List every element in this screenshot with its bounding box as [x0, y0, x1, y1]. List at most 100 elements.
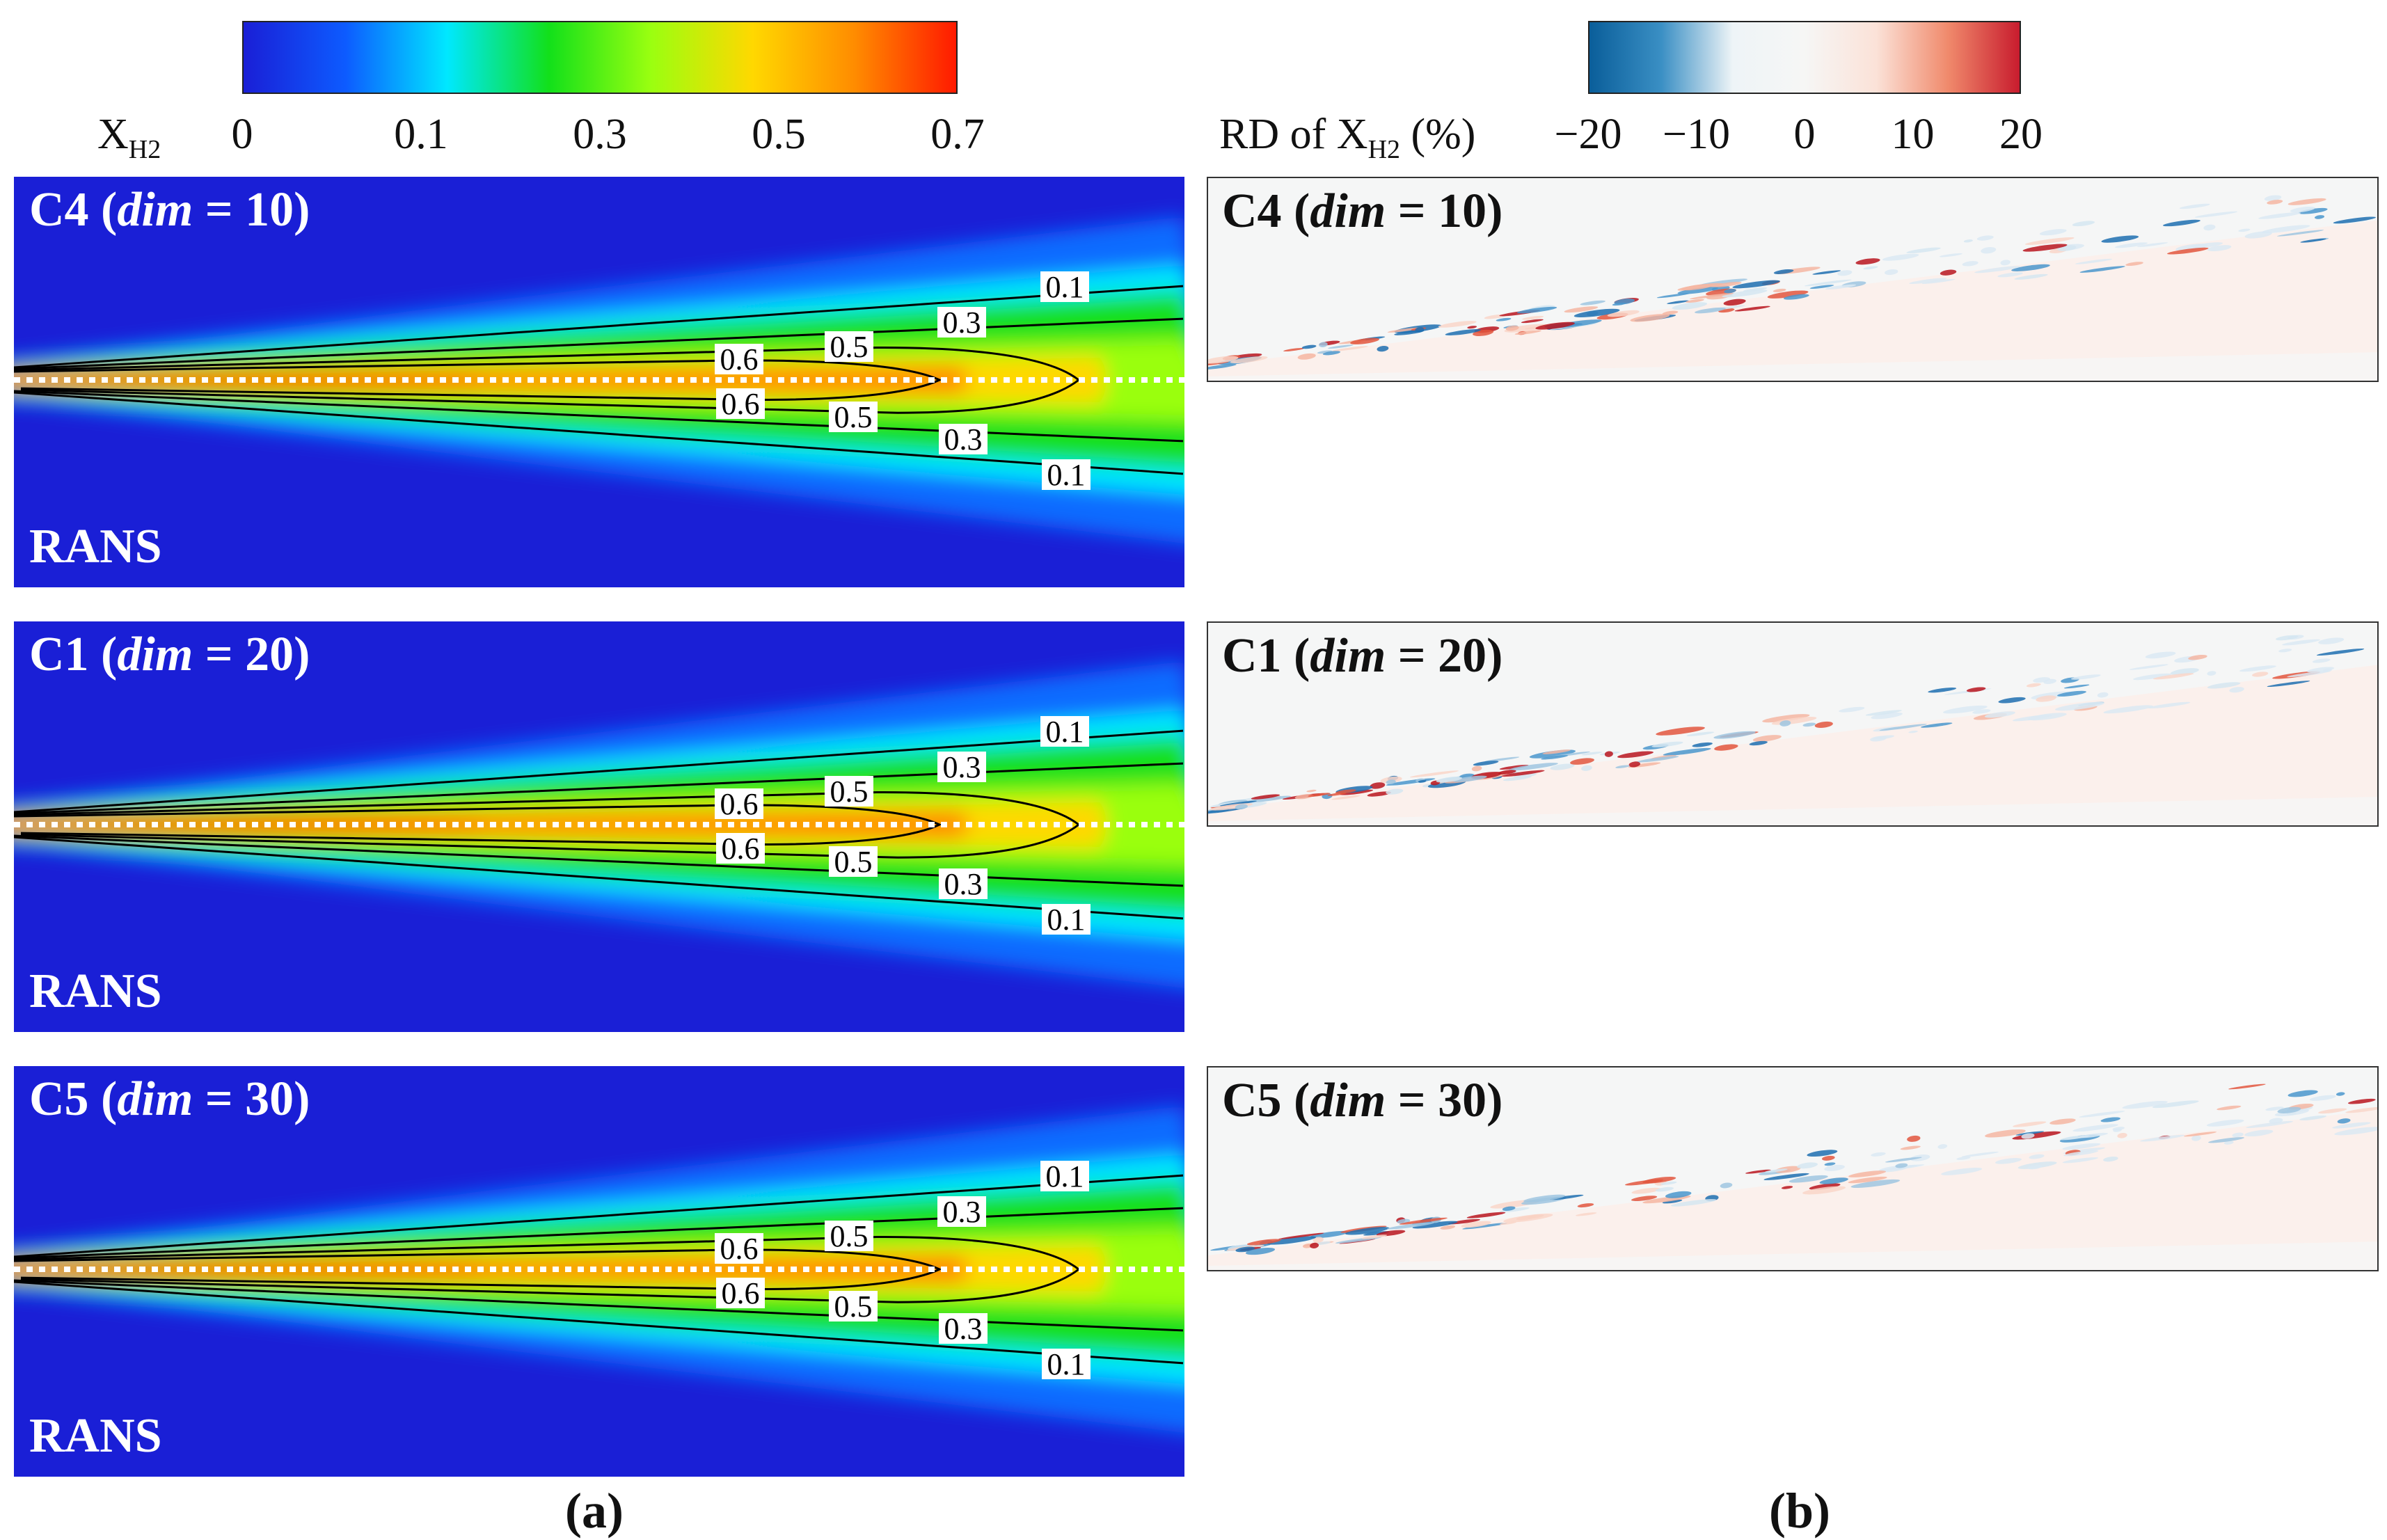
- rd-streak: [2103, 705, 2153, 714]
- rd-streak: [1773, 288, 1786, 292]
- contour-line-upper-0.3: [14, 317, 1184, 370]
- rd-streak: [2036, 695, 2056, 702]
- rd-streak: [1350, 338, 1379, 344]
- rd-streak: [2287, 198, 2326, 205]
- rd-streak: [1418, 779, 1427, 783]
- contour-label-lower-2: 0.3: [944, 1312, 983, 1346]
- rd-streak: [1630, 314, 1670, 322]
- contour-label-lower-0: 0.6: [722, 1276, 760, 1310]
- rd-streak: [2152, 673, 2194, 680]
- rd-streak: [1246, 1239, 1281, 1246]
- rd-streak: [2269, 1118, 2283, 1124]
- rd-streak: [2175, 244, 2208, 251]
- rd-streak: [2316, 649, 2365, 656]
- rd-streak: [2075, 258, 2113, 264]
- rd-streak: [1331, 795, 1361, 800]
- rd-streak: [1809, 285, 1834, 289]
- rd-streak: [1966, 687, 1986, 692]
- rd-streak: [2100, 1117, 2120, 1122]
- rd-streak: [1570, 758, 1594, 765]
- contour-label-upper-1-bg: [937, 752, 986, 782]
- rd-streak: [2184, 1132, 2217, 1137]
- rd-streak: [1837, 270, 1853, 276]
- rd-streak: [2282, 639, 2320, 646]
- rd-streak: [2011, 264, 2050, 271]
- rd-streak: [2203, 224, 2216, 231]
- rd-streak: [1399, 1217, 1448, 1225]
- rd-streak: [1824, 1162, 1836, 1166]
- rd-streak: [1471, 765, 1482, 772]
- rd-streak: [2062, 1143, 2101, 1150]
- rd-streak: [1501, 770, 1545, 777]
- rd-streak: [1503, 1214, 1553, 1223]
- colorbar-a-tick-1: 0.1: [394, 111, 448, 158]
- rd-streak: [2029, 1154, 2045, 1159]
- rd-streak: [2244, 231, 2272, 239]
- rd-streak: [2229, 687, 2244, 693]
- panel-a-title-c5: C5 (dim = 30): [29, 1072, 310, 1126]
- rd-edge-region: [1208, 797, 2377, 825]
- rd-panel-c5: C5 (dim = 30): [1207, 1066, 2379, 1271]
- rd-streak: [1564, 306, 1599, 313]
- rd-streak: [1386, 788, 1404, 795]
- rd-streak: [1660, 1181, 1677, 1185]
- rd-streak: [1732, 280, 1780, 289]
- rd-streak: [1767, 290, 1809, 299]
- rd-streak: [2318, 637, 2345, 644]
- rd-streak: [1345, 1227, 1390, 1235]
- contour-label-upper-2-bg: [825, 1221, 873, 1251]
- rd-streak: [1763, 1173, 1809, 1180]
- colorbar-rd: [1588, 21, 2021, 94]
- rd-streak: [1245, 1247, 1276, 1255]
- rd-streak: [1550, 763, 1575, 770]
- rd-streak: [1909, 278, 1947, 284]
- rd-streak: [1387, 327, 1422, 333]
- rd-streak: [1473, 761, 1499, 766]
- rd-streak: [1340, 789, 1374, 795]
- rd-streak: [1804, 279, 1852, 287]
- rd-streak: [1961, 1151, 1999, 1157]
- rd-streak: [2267, 681, 2310, 688]
- rd-streak: [1315, 1241, 1331, 1245]
- rd-streak: [1235, 804, 1248, 810]
- rd-streak: [2239, 665, 2276, 672]
- rd-streak: [2014, 273, 2048, 280]
- rd-streak: [2207, 245, 2232, 252]
- rd-streak: [2336, 1092, 2345, 1096]
- contour-label-lower-3-bg: [1042, 459, 1091, 490]
- rd-streak: [2063, 684, 2090, 689]
- rd-streak: [2298, 207, 2328, 214]
- rd-streak: [1943, 705, 1988, 714]
- rd-streak: [1335, 789, 1356, 794]
- rd-streak: [1713, 731, 1756, 739]
- contour-label-upper-0: 0.1: [1046, 1159, 1084, 1193]
- contour-label-lower-3-bg: [1042, 904, 1091, 935]
- rd-streak: [2309, 1095, 2336, 1101]
- rd-streak: [1745, 1169, 1771, 1174]
- rd-streak: [2026, 683, 2041, 688]
- colorbar-a-tick-0: 0: [231, 111, 253, 158]
- rd-streak: [1535, 322, 1575, 330]
- rd-streak: [2300, 238, 2326, 243]
- rd-streak: [1789, 1175, 1828, 1183]
- panel-b-title-c5: C5 (dim = 30): [1222, 1074, 1503, 1127]
- colorbar-b-tick-4: 20: [1999, 111, 2043, 158]
- rd-streak: [2267, 200, 2283, 205]
- rd-streak: [2063, 1136, 2081, 1140]
- contour-line-lower-0.3: [14, 1279, 1184, 1332]
- rd-streak: [1549, 1194, 1584, 1200]
- rd-streak: [1301, 344, 1317, 349]
- rd-streak: [1963, 239, 1973, 243]
- rd-streak: [1604, 751, 1613, 757]
- contour-label-lower-1: 0.5: [834, 845, 873, 879]
- contour-label-lower-3: 0.1: [1047, 903, 1086, 937]
- rd-streak: [1775, 1166, 1801, 1173]
- rd-streak: [1496, 317, 1512, 322]
- rd-streak: [1974, 266, 2021, 273]
- rd-streak: [2129, 664, 2168, 670]
- rd-streak: [1636, 756, 1679, 763]
- contour-label-upper-1: 0.3: [943, 750, 981, 784]
- contour-line-lower-0.1: [14, 836, 1184, 920]
- rd-streak: [2140, 1134, 2185, 1142]
- contour-label-lower-2: 0.3: [944, 867, 983, 901]
